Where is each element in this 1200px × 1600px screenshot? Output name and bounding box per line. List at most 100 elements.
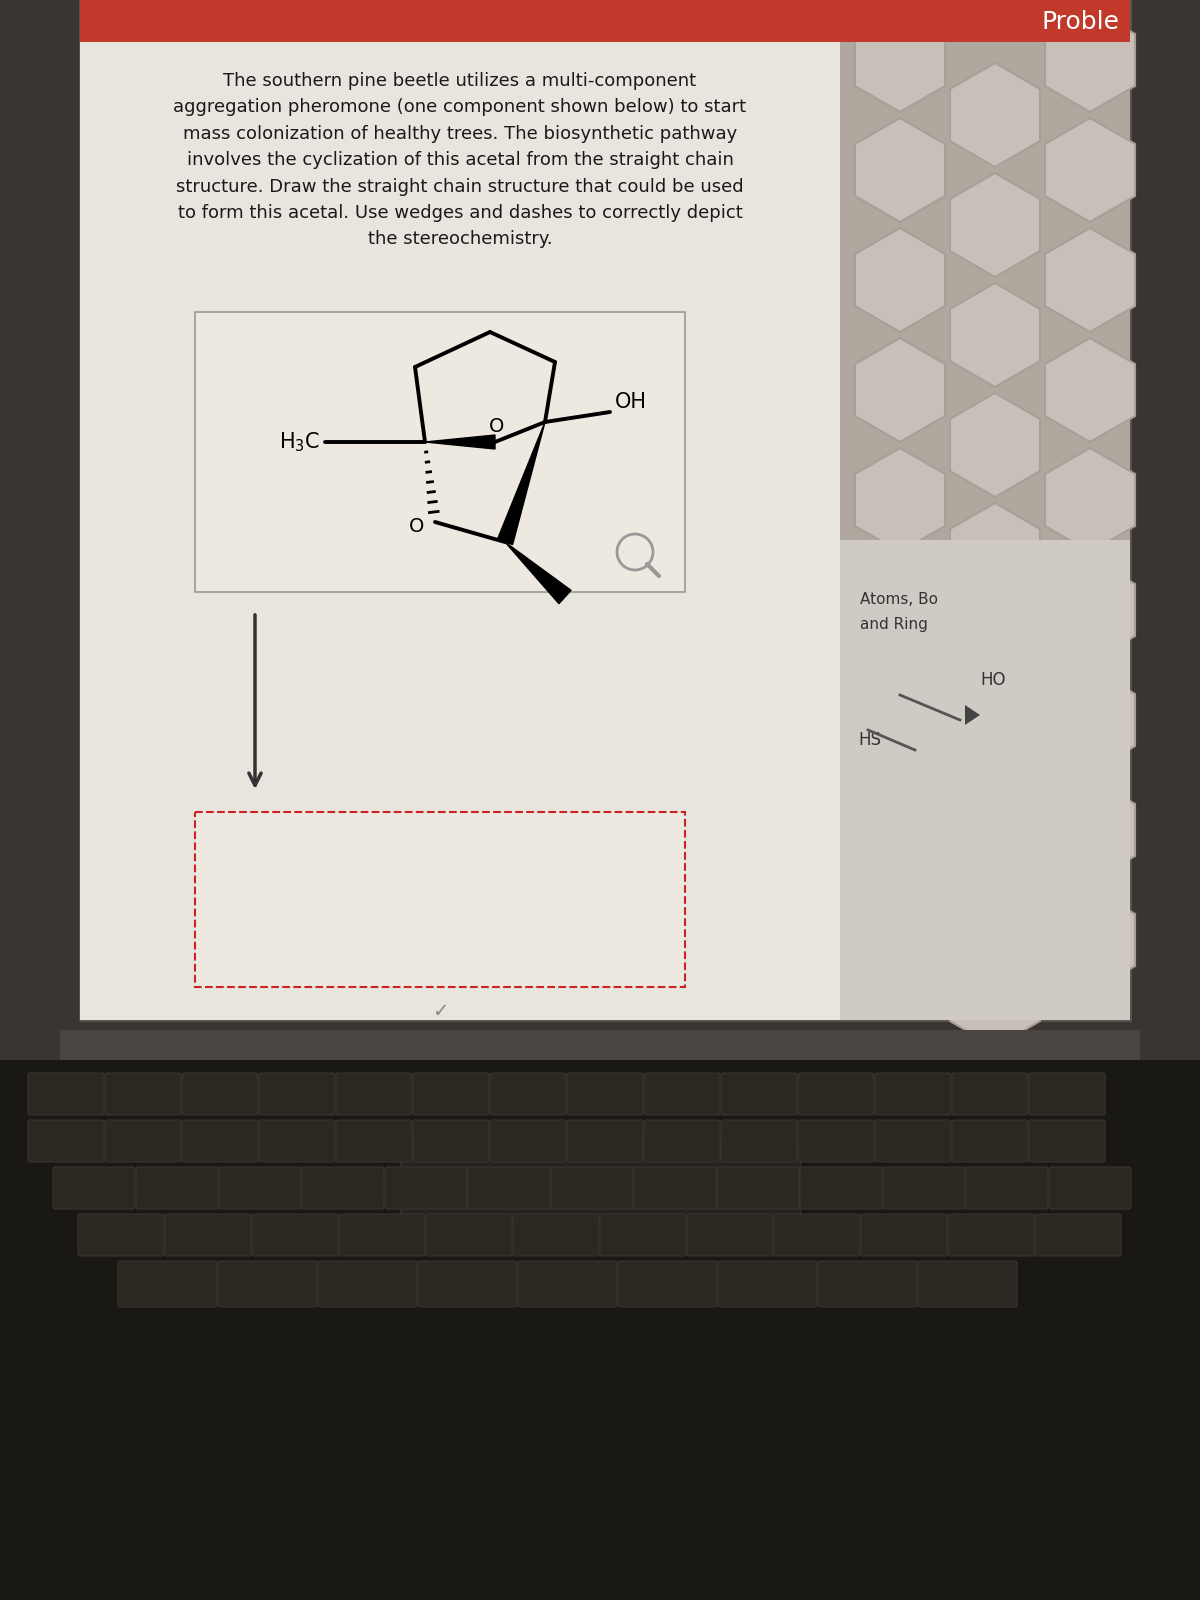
Polygon shape bbox=[950, 942, 1040, 1046]
Polygon shape bbox=[425, 435, 496, 450]
FancyBboxPatch shape bbox=[106, 1120, 181, 1162]
FancyBboxPatch shape bbox=[918, 1261, 1018, 1307]
Text: HS: HS bbox=[858, 731, 881, 749]
Polygon shape bbox=[854, 888, 946, 992]
Polygon shape bbox=[1045, 338, 1135, 442]
FancyBboxPatch shape bbox=[78, 1214, 164, 1256]
FancyBboxPatch shape bbox=[800, 1166, 882, 1210]
FancyBboxPatch shape bbox=[718, 1261, 817, 1307]
Polygon shape bbox=[950, 283, 1040, 387]
FancyBboxPatch shape bbox=[468, 1166, 550, 1210]
Circle shape bbox=[617, 534, 653, 570]
Polygon shape bbox=[505, 542, 571, 603]
Polygon shape bbox=[1045, 669, 1135, 773]
FancyBboxPatch shape bbox=[774, 1214, 860, 1256]
Bar bbox=[840, 541, 1130, 1021]
FancyBboxPatch shape bbox=[490, 1120, 566, 1162]
Polygon shape bbox=[854, 8, 946, 112]
FancyBboxPatch shape bbox=[218, 1261, 317, 1307]
Bar bbox=[840, 0, 1130, 1021]
Polygon shape bbox=[1045, 118, 1135, 222]
Polygon shape bbox=[854, 669, 946, 773]
FancyBboxPatch shape bbox=[875, 1120, 952, 1162]
FancyBboxPatch shape bbox=[182, 1120, 258, 1162]
Polygon shape bbox=[498, 422, 545, 544]
FancyBboxPatch shape bbox=[883, 1166, 965, 1210]
Text: O: O bbox=[409, 517, 425, 536]
FancyBboxPatch shape bbox=[413, 1074, 490, 1115]
FancyBboxPatch shape bbox=[302, 1166, 384, 1210]
Polygon shape bbox=[950, 394, 1040, 498]
Polygon shape bbox=[1045, 8, 1135, 112]
FancyBboxPatch shape bbox=[336, 1074, 412, 1115]
Text: HO: HO bbox=[980, 670, 1006, 690]
Text: The southern pine beetle utilizes a multi-component
aggregation pheromone (one c: The southern pine beetle utilizes a mult… bbox=[174, 72, 746, 248]
FancyBboxPatch shape bbox=[952, 1074, 1028, 1115]
FancyBboxPatch shape bbox=[385, 1166, 467, 1210]
FancyBboxPatch shape bbox=[862, 1214, 947, 1256]
Polygon shape bbox=[854, 558, 946, 662]
FancyBboxPatch shape bbox=[721, 1120, 797, 1162]
Bar bbox=[80, 42, 840, 1021]
FancyBboxPatch shape bbox=[340, 1214, 425, 1256]
FancyBboxPatch shape bbox=[259, 1120, 335, 1162]
FancyBboxPatch shape bbox=[721, 1074, 797, 1115]
FancyBboxPatch shape bbox=[53, 1166, 134, 1210]
Polygon shape bbox=[1045, 558, 1135, 662]
FancyBboxPatch shape bbox=[413, 1120, 490, 1162]
Text: and Ring: and Ring bbox=[860, 618, 928, 632]
Polygon shape bbox=[854, 118, 946, 222]
FancyBboxPatch shape bbox=[1034, 1214, 1121, 1256]
FancyBboxPatch shape bbox=[952, 1120, 1028, 1162]
Bar bbox=[0, 1059, 1200, 1600]
FancyBboxPatch shape bbox=[644, 1074, 720, 1115]
Text: O: O bbox=[490, 416, 505, 435]
Polygon shape bbox=[950, 502, 1040, 606]
FancyBboxPatch shape bbox=[798, 1120, 874, 1162]
FancyBboxPatch shape bbox=[106, 1074, 181, 1115]
FancyBboxPatch shape bbox=[568, 1120, 643, 1162]
FancyBboxPatch shape bbox=[798, 1074, 874, 1115]
Polygon shape bbox=[950, 834, 1040, 938]
FancyBboxPatch shape bbox=[600, 1214, 686, 1256]
Polygon shape bbox=[965, 706, 980, 725]
FancyBboxPatch shape bbox=[118, 1261, 217, 1307]
Polygon shape bbox=[1045, 227, 1135, 333]
Text: H$_3$C: H$_3$C bbox=[278, 430, 320, 454]
FancyBboxPatch shape bbox=[182, 1074, 258, 1115]
FancyBboxPatch shape bbox=[568, 1074, 643, 1115]
FancyBboxPatch shape bbox=[166, 1214, 251, 1256]
Polygon shape bbox=[854, 338, 946, 442]
FancyBboxPatch shape bbox=[418, 1261, 517, 1307]
FancyBboxPatch shape bbox=[551, 1166, 634, 1210]
FancyBboxPatch shape bbox=[948, 1214, 1034, 1256]
FancyBboxPatch shape bbox=[875, 1074, 952, 1115]
FancyBboxPatch shape bbox=[718, 1166, 799, 1210]
FancyBboxPatch shape bbox=[518, 1261, 617, 1307]
Bar bbox=[194, 813, 685, 987]
FancyBboxPatch shape bbox=[618, 1261, 718, 1307]
Bar bbox=[400, 1139, 800, 1219]
FancyBboxPatch shape bbox=[634, 1166, 716, 1210]
Text: Atoms, Bo: Atoms, Bo bbox=[860, 592, 938, 608]
Text: OH: OH bbox=[616, 392, 647, 411]
FancyBboxPatch shape bbox=[1030, 1074, 1105, 1115]
Bar bbox=[194, 312, 685, 592]
Polygon shape bbox=[950, 62, 1040, 166]
FancyBboxPatch shape bbox=[28, 1120, 104, 1162]
Polygon shape bbox=[1045, 888, 1135, 992]
Polygon shape bbox=[1045, 448, 1135, 552]
Text: ✓: ✓ bbox=[432, 1002, 448, 1021]
FancyBboxPatch shape bbox=[259, 1074, 335, 1115]
Polygon shape bbox=[1045, 778, 1135, 882]
FancyBboxPatch shape bbox=[1049, 1166, 1132, 1210]
FancyBboxPatch shape bbox=[966, 1166, 1048, 1210]
FancyBboxPatch shape bbox=[644, 1120, 720, 1162]
Polygon shape bbox=[950, 613, 1040, 717]
Polygon shape bbox=[950, 723, 1040, 827]
FancyBboxPatch shape bbox=[426, 1214, 512, 1256]
Text: Proble: Proble bbox=[1042, 10, 1120, 34]
Bar bbox=[60, 1030, 1140, 1059]
Bar bbox=[80, 0, 1130, 42]
Polygon shape bbox=[950, 173, 1040, 277]
